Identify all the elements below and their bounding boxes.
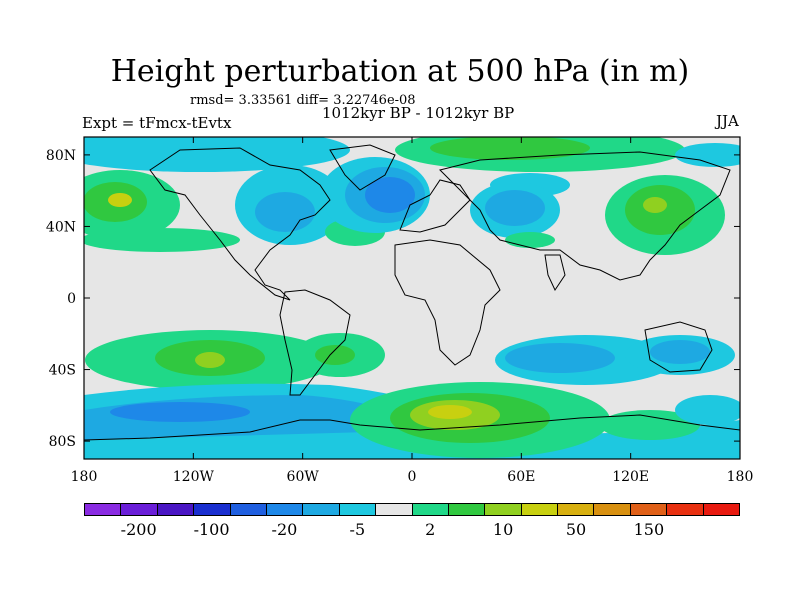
lon-tick-label: 180 <box>727 469 754 485</box>
contour-fills <box>84 137 740 459</box>
contour-mideast-green <box>505 232 555 248</box>
contour-eurasia-inner <box>430 137 590 160</box>
contour-australia-inner <box>650 340 710 364</box>
coast-africa <box>394 239 501 366</box>
contour-canada-blue <box>255 192 315 232</box>
colorbar-swatch <box>448 504 486 515</box>
plot-title: Height perturbation at 500 hPa (in m) <box>110 54 690 89</box>
coast-australia <box>644 321 713 373</box>
latitude-ticks: 80N 40N 0 40S 80S <box>46 148 740 450</box>
contour-antarctic-east-green <box>600 410 700 440</box>
colorbar-label: -200 <box>120 520 157 539</box>
experiment-label: Expt = tFmcx-tEvtx <box>82 114 232 132</box>
coast-antarctica <box>84 414 740 441</box>
colorbar-swatch <box>303 504 340 515</box>
colorbar-swatch <box>266 504 304 515</box>
colorbar-label: 10 <box>492 520 514 539</box>
coast-greenland <box>329 144 396 191</box>
coast-north-america <box>149 147 331 301</box>
colorbar-swatch <box>412 504 449 515</box>
colorbar-swatch <box>376 504 413 515</box>
contour-arctic-east-cyan <box>675 143 740 167</box>
contour-s-atlantic-inner <box>315 345 355 365</box>
coastlines <box>84 144 740 441</box>
colorbar-swatch <box>339 504 377 515</box>
colorbar-swatch <box>521 504 559 515</box>
colorbar <box>84 503 740 516</box>
coast-india <box>544 254 566 292</box>
coast-south-america <box>279 289 351 396</box>
colorbar-label: 150 <box>633 520 665 539</box>
contour-n-pacific-inner <box>108 193 132 207</box>
contour-southern-ocean-deep <box>110 402 250 422</box>
lat-tick-label: 40S <box>49 363 76 379</box>
contour-europe-low-inner <box>485 190 545 226</box>
lon-tick-label: 120W <box>173 469 215 485</box>
colorbar-swatch <box>594 504 631 515</box>
coast-europe <box>399 179 471 233</box>
stats-text: rmsd= 3.33561 diff= 3.22746e-08 <box>190 93 416 108</box>
season-label: JJA <box>716 112 739 130</box>
contour-antarctic-high-core <box>428 405 472 419</box>
contour-ne-pacific-band <box>84 228 240 252</box>
colorbar-swatch <box>630 504 668 515</box>
contour-n-atlantic-inner <box>365 177 415 213</box>
colorbar-label: -5 <box>349 520 366 539</box>
contour-arctic-cyan <box>84 137 350 172</box>
colorbar-swatch <box>485 504 522 515</box>
colorbar-swatch <box>194 504 231 515</box>
lon-tick-label: 120E <box>612 469 649 485</box>
colorbar-label: -20 <box>271 520 298 539</box>
colorbar-swatch <box>121 504 158 515</box>
colorbar-label: 2 <box>425 520 436 539</box>
contour-s-pacific-core <box>195 352 225 368</box>
colorbar-label: 50 <box>565 520 587 539</box>
colorbar-swatch <box>85 504 122 515</box>
coast-eurasia <box>439 151 731 281</box>
colorbar-swatch <box>157 504 195 515</box>
contour-antarctic-east-cyan <box>675 395 740 425</box>
lon-tick-label: 60W <box>287 469 320 485</box>
lat-tick-label: 80S <box>49 434 76 450</box>
lon-tick-label: 60E <box>507 469 535 485</box>
colorbar-swatch <box>230 504 267 515</box>
period-label: 1012kyr BP - 1012kyr BP <box>322 104 515 122</box>
lat-tick-label: 80N <box>46 148 76 164</box>
lon-tick-label: 0 <box>408 469 417 485</box>
lat-tick-label: 0 <box>67 291 76 307</box>
colorbar-label: -100 <box>193 520 230 539</box>
colorbar-swatch <box>667 504 704 515</box>
lat-tick-label: 40N <box>46 219 76 235</box>
lon-tick-label: 180 <box>71 469 98 485</box>
colorbar-swatch <box>703 504 740 515</box>
colorbar-swatch <box>558 504 595 515</box>
contour-s-indian-low-inner <box>505 343 615 373</box>
contour-east-asia-core <box>643 197 667 213</box>
longitude-ticks: 180 120W 60W 0 60E 120E 180 <box>71 137 754 485</box>
